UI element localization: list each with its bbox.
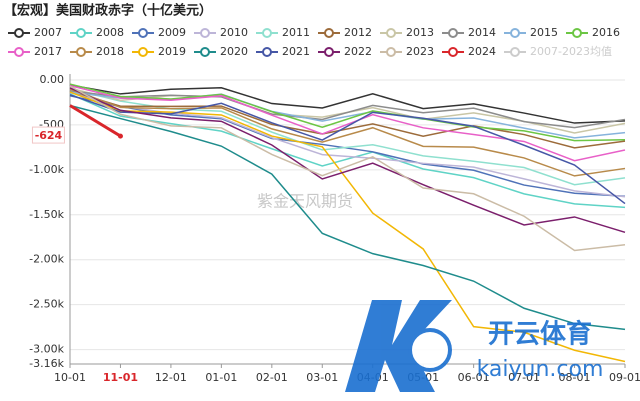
series-line [69,83,626,142]
legend-item: 2021 [256,45,310,58]
legend-dot [510,28,520,38]
legend-label: 2012 [344,26,372,39]
legend-item: 2009 [132,26,186,39]
chart-title: 【宏观】美国财政赤字（十亿美元） [4,3,212,19]
legend-label: 2020 [220,45,248,58]
data-label-bg [31,126,65,144]
legend-dot [324,47,334,57]
legend-dot [14,28,24,38]
x-tick-label: 06-01 [458,371,490,384]
legend-item: 2022 [318,45,372,58]
legend-dot [76,28,86,38]
logo-url: kaiyun.com [477,357,604,382]
legend-label: 2018 [96,45,124,58]
y-tick-label: 0.00 [40,73,65,86]
x-tick-label: 03-01 [306,371,338,384]
legend-dot [572,28,582,38]
legend-label: 2014 [468,26,496,39]
y-tick-label: -1.00k [29,163,64,176]
x-tick-label: 09-01 [609,371,640,384]
legend-label: 2016 [592,26,620,39]
legend-label: 2015 [530,26,558,39]
legend-dot [138,28,148,38]
point [117,133,123,139]
legend-item: 2008 [70,26,124,39]
watermark: 紫金天风期货 [257,192,353,211]
series-line [69,87,626,234]
legend-item: 2012 [318,26,372,39]
legend-label: 2021 [282,45,310,58]
legend-dot [510,47,520,57]
legend-item: 2014 [442,26,496,39]
x-tick-label: 07-01 [508,371,540,384]
legend-label: 2013 [406,26,434,39]
legend-dot [200,28,210,38]
legend-item: 2010 [194,26,248,39]
legend-dot [386,47,396,57]
legend-label: 2007 [34,26,62,39]
legend-item: 2016 [566,26,620,39]
legend-item: 2020 [194,45,248,58]
series-line [69,104,626,331]
logo: 开云体育 kaiyun.com [345,300,603,392]
logo-ball [408,328,452,372]
legend-dot [76,47,86,57]
legend-item: 2007-2023均值 [504,45,612,58]
legend-label: 2011 [282,26,310,39]
legend-label: 2010 [220,26,248,39]
legend-item: 2015 [504,26,558,39]
data-label: -624 [35,129,63,142]
series-line [69,84,626,162]
series-line [69,91,626,363]
legend-dot [200,47,210,57]
x-tick-label: 10-01 [54,371,86,384]
x-tick-label: 01-01 [205,371,237,384]
legend-dot [324,28,334,38]
legend-label: 2007-2023均值 [530,45,612,58]
y-tick-label: -3.00k [29,343,64,356]
series-line [69,94,626,205]
legend-label: 2008 [96,26,124,39]
legend-item: 2019 [132,45,186,58]
x-tick-label: 08-01 [559,371,591,384]
legend-label: 2019 [158,45,186,58]
legend-item: 2024 [442,45,496,58]
y-tick-label: -2.50k [29,298,64,311]
legend-item: 2011 [256,26,310,39]
legend-dot [448,47,458,57]
series-line [69,104,122,138]
y-tick-label: -3.16k [29,357,64,370]
legend-dot [262,47,272,57]
logo-mark [345,300,452,392]
legend-item: 2017 [8,45,62,58]
y-tick-label: -2.00k [29,253,64,266]
legend-item: 2023 [380,45,434,58]
series-line [69,84,626,124]
series-line [69,88,626,186]
series-line [69,90,626,129]
legend-dot [448,28,458,38]
legend-label: 2022 [344,45,372,58]
logo-text: 开云体育 [488,319,592,350]
legend-dot [386,28,396,38]
legend-item: 2007 [8,26,62,39]
legend-dot [138,47,148,57]
legend-label: 2023 [406,45,434,58]
series-line [69,93,626,209]
series-line [69,88,626,177]
legend-item: 2018 [70,45,124,58]
legend-dot [14,47,24,57]
legend-item: 2013 [380,26,434,39]
series-line [69,85,626,252]
x-tick-label: 11-01 [103,371,138,384]
legend-label: 2009 [158,26,186,39]
legend-label: 2017 [34,45,62,58]
series-line [69,90,626,149]
y-tick-label: -1.50k [29,208,64,221]
x-tick-label: 02-01 [256,371,288,384]
x-tick-label: 12-01 [155,371,187,384]
legend-label: 2024 [468,45,496,58]
legend-dot [262,28,272,38]
